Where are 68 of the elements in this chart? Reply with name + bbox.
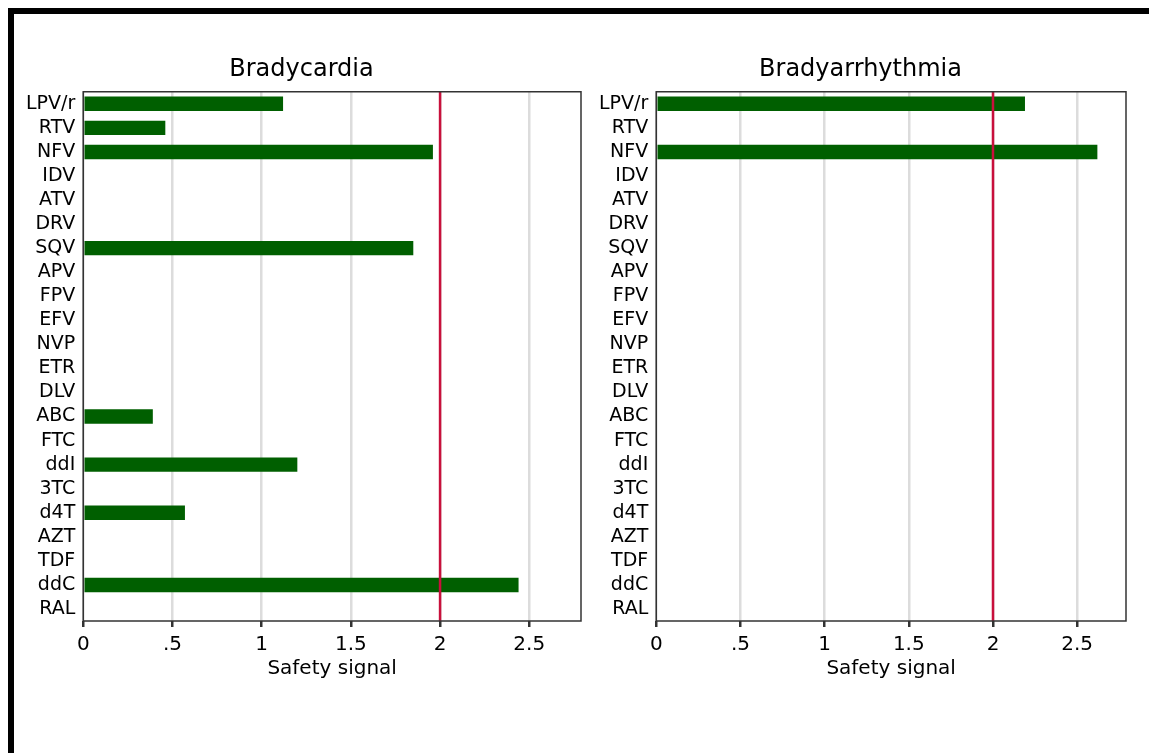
y-tick-label: RAL xyxy=(612,595,649,618)
y-tick-label: NFV xyxy=(610,138,649,161)
y-tick-label: IDV xyxy=(615,162,649,185)
y-tick-label: APV xyxy=(610,259,649,282)
x-tick-label: .5 xyxy=(730,631,750,656)
y-tick-label: IDV xyxy=(42,162,76,185)
y-tick-label: TDF xyxy=(610,547,649,570)
y-tick-label: RTV xyxy=(38,114,76,137)
x-tick-label: 1 xyxy=(255,631,269,656)
y-tick-label: ETR xyxy=(38,355,76,378)
y-tick-label: ABC xyxy=(609,403,649,426)
x-tick-label: .5 xyxy=(162,631,182,656)
x-tick-label: 0 xyxy=(76,631,90,656)
y-tick-label: ddI xyxy=(618,451,649,474)
y-tick-label: ETR xyxy=(611,355,649,378)
y-tick-label: EFV xyxy=(612,307,649,330)
y-tick-label: DLV xyxy=(612,379,649,402)
y-tick-label: APV xyxy=(37,259,76,282)
y-tick-label: EFV xyxy=(39,307,76,330)
x-tick-label: 2 xyxy=(433,631,447,656)
x-tick-label: 1 xyxy=(818,631,831,656)
y-tick-label: NVP xyxy=(36,331,76,354)
y-tick-label: d4T xyxy=(612,499,649,522)
y-tick-label: RTV xyxy=(611,114,649,137)
bar xyxy=(84,240,414,256)
bar xyxy=(84,409,153,424)
x-tick-label: 0 xyxy=(649,631,663,656)
bar xyxy=(84,120,166,136)
x-tick-label: 2.5 xyxy=(513,631,546,656)
y-tick-label: ddI xyxy=(45,451,76,474)
y-tick-label: LPV/r xyxy=(25,90,76,113)
y-tick-label: SQV xyxy=(608,235,649,258)
y-tick-label: SQV xyxy=(35,235,76,258)
y-tick-label: NFV xyxy=(37,138,76,161)
y-tick-label: ABC xyxy=(36,403,76,426)
y-tick-label: ATV xyxy=(612,186,649,209)
y-tick-label: AZT xyxy=(610,523,649,546)
y-tick-label: FTC xyxy=(40,427,76,450)
y-tick-label: 3TC xyxy=(39,475,76,498)
x-tick-label: 1.5 xyxy=(892,631,925,656)
y-tick-label: DRV xyxy=(608,211,649,234)
y-tick-label: d4T xyxy=(39,499,76,522)
x-tick-label: 2.5 xyxy=(1061,631,1094,656)
y-tick-label: DLV xyxy=(39,379,76,402)
bar xyxy=(84,457,298,472)
bar xyxy=(84,144,433,160)
y-tick-label: ATV xyxy=(39,186,76,209)
bar xyxy=(84,96,284,112)
y-tick-label: DRV xyxy=(35,211,76,234)
y-tick-label: TDF xyxy=(37,547,76,570)
y-tick-label: ddC xyxy=(610,571,649,594)
y-tick-label: 3TC xyxy=(612,475,649,498)
bar xyxy=(84,505,185,520)
chart-title: Bradycardia xyxy=(229,53,374,82)
x-tick-label: 1.5 xyxy=(334,631,367,656)
y-tick-label: AZT xyxy=(37,523,76,546)
y-tick-label: LPV/r xyxy=(598,90,649,113)
x-tick-label: 2 xyxy=(986,631,1000,656)
x-axis-title: Safety signal xyxy=(826,655,956,680)
y-tick-label: FTC xyxy=(613,427,649,450)
y-tick-label: RAL xyxy=(39,595,76,618)
chart-title: Bradyarrhythmia xyxy=(759,53,962,82)
y-tick-label: NVP xyxy=(609,331,649,354)
x-axis-title: Safety signal xyxy=(267,655,397,680)
y-tick-label: FPV xyxy=(39,283,76,306)
y-tick-label: FPV xyxy=(612,283,649,306)
y-tick-label: ddC xyxy=(37,571,76,594)
bar xyxy=(84,577,519,593)
